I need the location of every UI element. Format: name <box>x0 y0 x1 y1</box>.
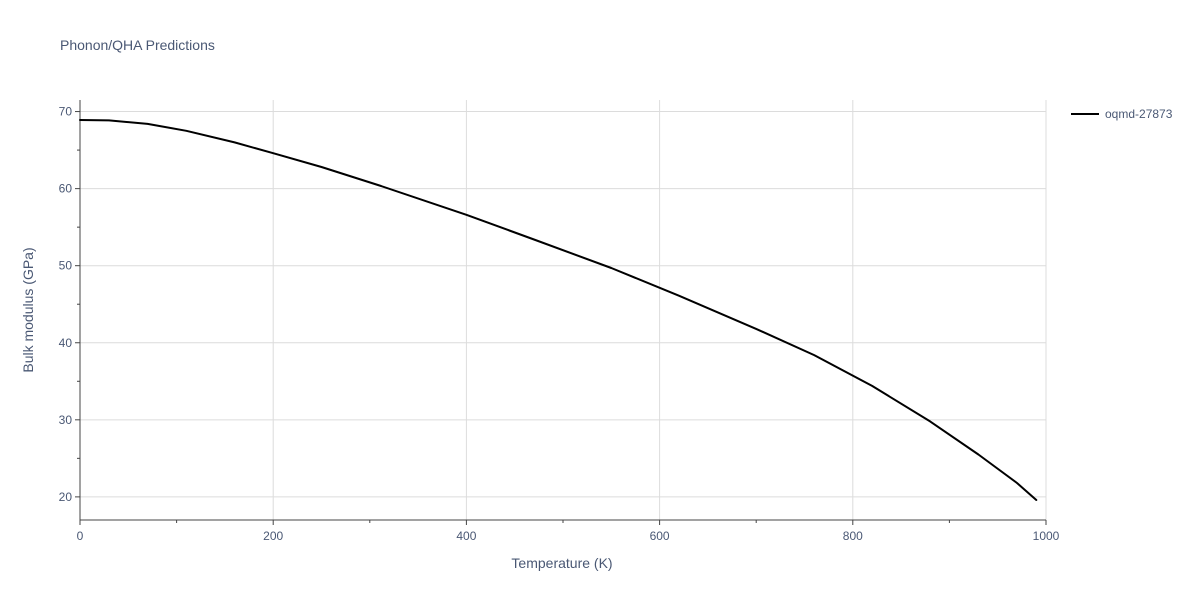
x-axis-title: Temperature (K) <box>511 555 612 571</box>
legend-label: oqmd-27873 <box>1105 107 1173 121</box>
series-lines <box>79 119 1038 501</box>
y-tick-label: 30 <box>59 413 73 427</box>
chart-title: Phonon/QHA Predictions <box>60 37 215 53</box>
y-tick-label: 70 <box>59 105 73 119</box>
y-tick-label: 20 <box>59 490 73 504</box>
x-tick-label: 600 <box>650 529 670 543</box>
y-tick-label: 60 <box>59 182 73 196</box>
y-tick-label: 40 <box>59 336 73 350</box>
x-tick-label: 400 <box>456 529 476 543</box>
axes: 0 200 400 600 800 1000 20 30 40 50 60 70 <box>59 100 1060 543</box>
series-line-oqmd-27873 <box>79 119 1038 501</box>
x-tick-label: 1000 <box>1033 529 1060 543</box>
x-tick-label: 200 <box>263 529 283 543</box>
y-axis-title: Bulk modulus (GPa) <box>20 247 36 372</box>
legend-item[interactable]: oqmd-27873 <box>1071 107 1173 121</box>
x-tick-label: 0 <box>77 529 84 543</box>
x-tick-label: 800 <box>843 529 863 543</box>
y-tick-label: 50 <box>59 259 73 273</box>
grid-lines <box>80 100 1047 520</box>
legend[interactable]: oqmd-27873 <box>1071 107 1173 121</box>
